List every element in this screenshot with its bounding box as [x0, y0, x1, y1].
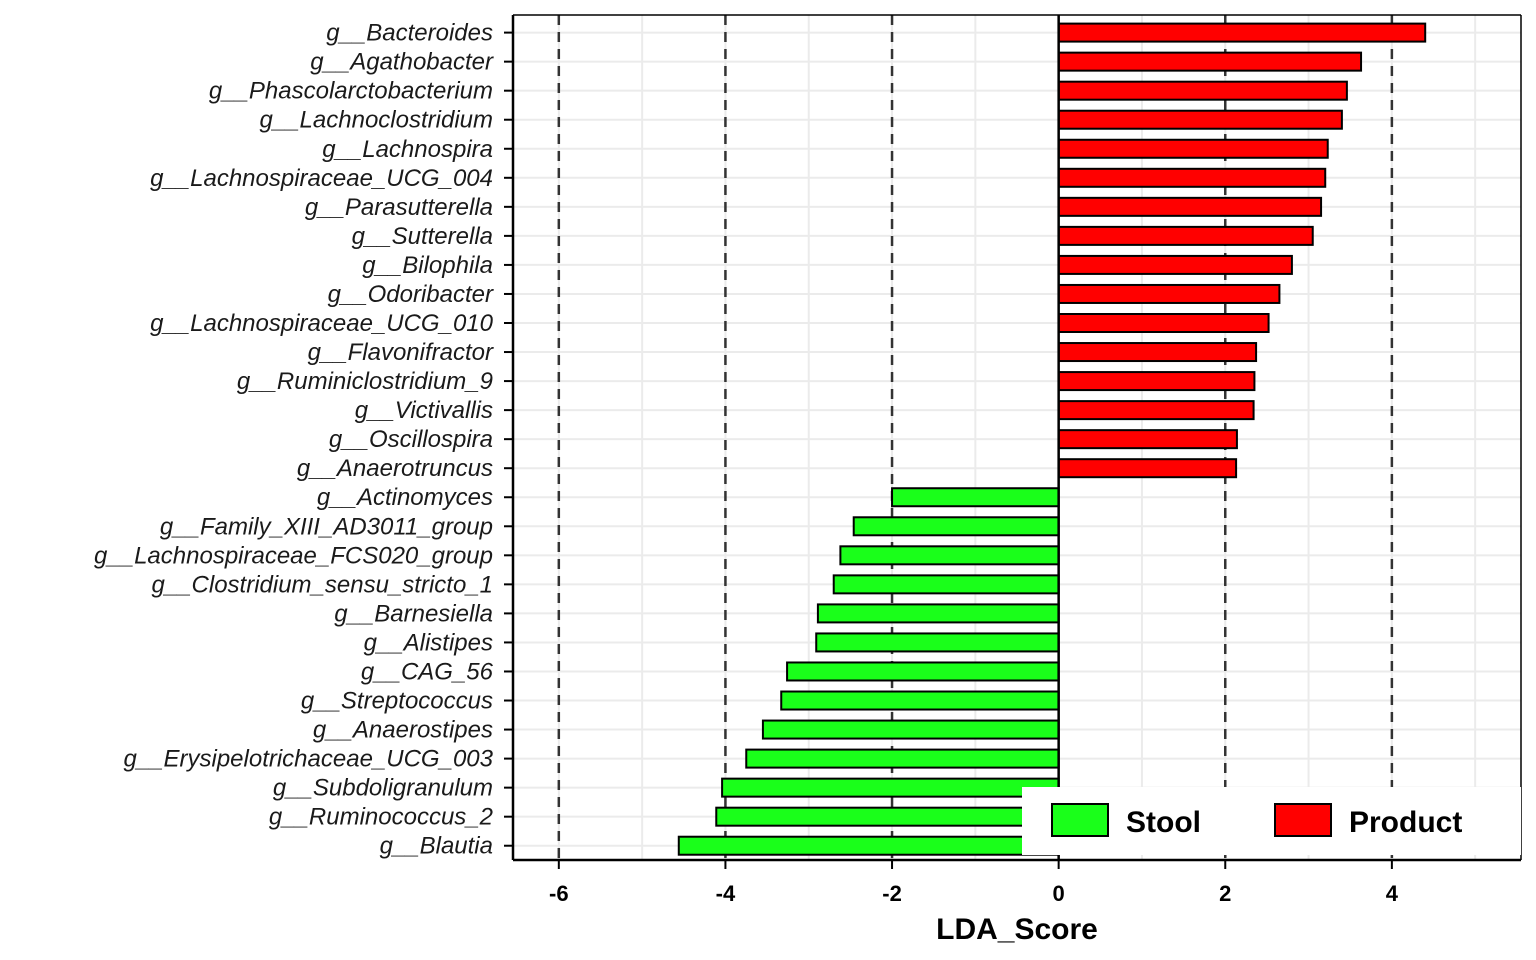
category-label-g-alistipes: g__Alistipes: [364, 629, 493, 656]
bar-g-parasutterella: [1057, 196, 1323, 217]
x-tick-label-2: 2: [1219, 881, 1231, 906]
bar-g-cag-56: [786, 661, 1060, 682]
category-label-g-flavonifractor: g__Flavonifractor: [308, 339, 494, 366]
x-tick-label-4: 4: [1386, 881, 1399, 906]
x-tick-label-4: -4: [716, 881, 736, 906]
legend-key-product: [1274, 803, 1332, 837]
bar-g-barnesiella: [816, 603, 1060, 624]
bar-g-ruminiclostridium-9: [1057, 371, 1256, 392]
bar-g-subdoligranulum: [721, 777, 1060, 798]
bar-g-lachnospira: [1057, 138, 1329, 159]
category-label-g-streptococcus: g__Streptococcus: [301, 688, 493, 715]
category-label-g-lachnospira: g__Lachnospira: [322, 136, 493, 163]
bar-g-victivallis: [1057, 400, 1255, 421]
bar-g-streptococcus: [780, 690, 1060, 711]
bar-g-erysipelotrichaceae-ucg-003: [745, 748, 1060, 769]
category-label-g-lachnospiraceae-ucg-010: g__Lachnospiraceae_UCG_010: [150, 310, 494, 337]
category-label-g-actinomyces: g__Actinomyces: [317, 484, 493, 511]
category-label-g-lachnospiraceae-fcs020-group: g__Lachnospiraceae_FCS020_group: [94, 542, 493, 569]
category-label-g-oscillospira: g__Oscillospira: [329, 426, 493, 453]
bar-g-lachnospiraceae-ucg-010: [1057, 313, 1270, 333]
category-label-g-sutterella: g__Sutterella: [352, 223, 493, 250]
bar-g-flavonifractor: [1057, 342, 1258, 363]
bars: [677, 22, 1427, 856]
bar-g-agathobacter: [1057, 51, 1363, 72]
category-labels: g__Bacteroidesg__Agathobacterg__Phascola…: [94, 20, 494, 860]
bar-g-alistipes: [815, 632, 1060, 653]
category-label-g-lachnospiraceae-ucg-004: g__Lachnospiraceae_UCG_004: [150, 165, 493, 192]
category-label-g-family-xiii-ad3011-group: g__Family_XIII_AD3011_group: [160, 513, 493, 540]
category-label-g-bilophila: g__Bilophila: [362, 252, 493, 279]
bar-g-lachnoclostridium: [1057, 109, 1343, 130]
bar-g-bilophila: [1057, 254, 1293, 275]
category-label-g-anaerostipes: g__Anaerostipes: [313, 717, 493, 744]
category-label-g-ruminococcus-2: g__Ruminococcus_2: [269, 804, 493, 831]
bar-g-odoribacter: [1057, 283, 1281, 304]
x-tick-label-2: -2: [882, 881, 902, 906]
category-label-g-blautia: g__Blautia: [380, 833, 493, 860]
category-label-g-clostridium-sensu-stricto-1: g__Clostridium_sensu_stricto_1: [151, 571, 493, 598]
bar-g-oscillospira: [1057, 429, 1238, 450]
bar-g-anaerostipes: [761, 719, 1060, 740]
bar-g-anaerotruncus: [1057, 458, 1238, 479]
x-tick-label-0: 0: [1053, 881, 1065, 906]
category-label-g-bacteroides: g__Bacteroides: [326, 20, 493, 47]
x-axis-title: LDA_Score: [936, 913, 1098, 946]
category-label-g-barnesiella: g__Barnesiella: [334, 600, 493, 627]
category-label-g-victivallis: g__Victivallis: [355, 397, 493, 424]
bar-g-bacteroides: [1057, 22, 1427, 43]
bar-g-clostridium-sensu-stricto-1: [832, 574, 1060, 595]
x-tick-labels: -6 -4 -2 0 2 4: [549, 881, 1399, 906]
category-label-g-erysipelotrichaceae-ucg-003: g__Erysipelotrichaceae_UCG_003: [123, 746, 493, 773]
legend-key-stool: [1051, 803, 1109, 837]
legend: Stool Product: [1022, 787, 1521, 855]
bar-g-ruminococcus-2: [715, 806, 1060, 827]
category-label-g-subdoligranulum: g__Subdoligranulum: [273, 775, 493, 802]
category-label-g-phascolarctobacterium: g__Phascolarctobacterium: [209, 78, 493, 105]
x-tick-label-6: -6: [549, 881, 569, 906]
bar-g-actinomyces: [891, 487, 1060, 508]
category-label-g-parasutterella: g__Parasutterella: [305, 194, 493, 221]
category-label-g-lachnoclostridium: g__Lachnoclostridium: [260, 107, 493, 134]
category-label-g-agathobacter: g__Agathobacter: [310, 49, 494, 76]
bar-g-family-xiii-ad3011-group: [852, 516, 1060, 537]
bar-g-blautia: [677, 835, 1060, 856]
bar-g-phascolarctobacterium: [1057, 80, 1348, 101]
legend-label-stool: Stool: [1126, 806, 1201, 839]
bar-g-lachnospiraceae-ucg-004: [1057, 167, 1327, 188]
category-label-g-cag-56: g__CAG_56: [361, 658, 494, 685]
bar-g-sutterella: [1057, 225, 1314, 246]
axes: [504, 14, 1522, 869]
category-label-g-ruminiclostridium-9: g__Ruminiclostridium_9: [237, 368, 493, 395]
legend-label-product: Product: [1349, 806, 1462, 839]
category-label-g-odoribacter: g__Odoribacter: [328, 281, 494, 308]
bar-g-lachnospiraceae-fcs020-group: [839, 545, 1060, 566]
category-label-g-anaerotruncus: g__Anaerotruncus: [297, 455, 493, 482]
